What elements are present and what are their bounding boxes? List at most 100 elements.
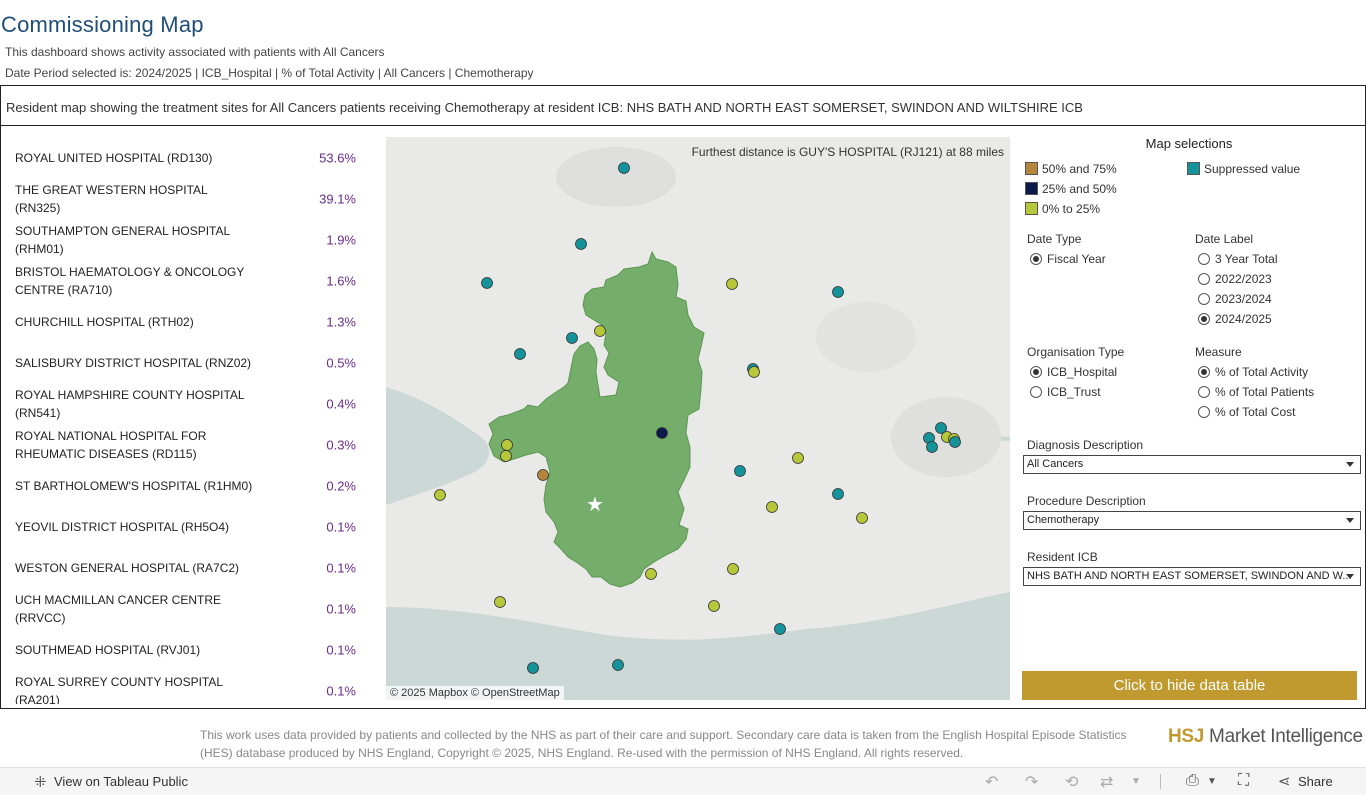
treatment-map[interactable]: ★ Furthest distance is GUY'S HOSPITAL (R… (386, 137, 1010, 700)
hospital-name: ROYAL HAMPSHIRE COUNTY HOSPITAL (RN541) (15, 388, 245, 420)
hospital-marker[interactable] (612, 659, 624, 671)
hospital-marker[interactable] (856, 512, 868, 524)
radio-label: 2023/2024 (1215, 292, 1272, 306)
hospital-value: 53.6% (319, 150, 356, 166)
date-label-option-3-year[interactable]: 3 Year Total (1195, 252, 1278, 268)
furthest-distance-note: Furthest distance is GUY'S HOSPITAL (RJ1… (691, 145, 1004, 159)
table-row[interactable]: UCH MACMILLAN CANCER CENTRE (RRVCC) 0.1% (15, 589, 360, 629)
hospital-marker[interactable] (708, 600, 720, 612)
hospital-marker[interactable] (726, 278, 738, 290)
hospital-marker[interactable] (766, 501, 778, 513)
hospital-marker[interactable] (832, 286, 844, 298)
hospital-value: 0.2% (326, 478, 356, 494)
hospital-marker[interactable] (566, 332, 578, 344)
hospital-marker[interactable] (501, 439, 513, 451)
hospital-marker[interactable] (645, 568, 657, 580)
date-label-option-2022[interactable]: 2022/2023 (1195, 272, 1272, 288)
hospital-marker[interactable] (734, 465, 746, 477)
legend-50-75[interactable]: 50% and 75% (1022, 162, 1117, 178)
radio-selected-icon (1198, 313, 1210, 325)
hospital-marker[interactable] (434, 489, 446, 501)
hospital-marker[interactable] (594, 325, 606, 337)
hospital-marker[interactable] (656, 427, 668, 439)
radio-icon (1198, 386, 1210, 398)
hospital-marker[interactable] (514, 348, 526, 360)
hospital-name: ST BARTHOLOMEW'S HOSPITAL (R1HM0) (15, 479, 253, 493)
hide-data-table-button[interactable]: Click to hide data table (1022, 671, 1357, 700)
view-label: View on Tableau Public (54, 774, 188, 789)
legend-swatch-icon (1025, 162, 1038, 175)
hospital-value: 0.4% (326, 396, 356, 412)
table-row[interactable]: BRISTOL HAEMATOLOGY & ONCOLOGY CENTRE (R… (15, 261, 360, 301)
table-row[interactable]: ROYAL UNITED HOSPITAL (RD130) 53.6% (15, 138, 360, 178)
org-type-option-icb-trust[interactable]: ICB_Trust (1027, 385, 1101, 401)
data-source-note: This work uses data provided by patients… (200, 728, 1127, 760)
hospital-name: SALISBURY DISTRICT HOSPITAL (RNZ02) (15, 356, 252, 370)
table-row[interactable]: WESTON GENERAL HOSPITAL (RA7C2) 0.1% (15, 548, 360, 588)
radio-label: Fiscal Year (1047, 252, 1106, 266)
hospital-marker[interactable] (774, 623, 786, 635)
table-row[interactable]: ROYAL HAMPSHIRE COUNTY HOSPITAL (RN541) 0… (15, 384, 360, 424)
date-label-option-2023[interactable]: 2023/2024 (1195, 292, 1272, 308)
hospital-value: 39.1% (319, 191, 356, 207)
table-row[interactable]: YEOVIL DISTRICT HOSPITAL (RH5O4) 0.1% (15, 507, 360, 547)
legend-suppressed[interactable]: Suppressed value (1184, 162, 1300, 178)
undo-icon[interactable]: ↶ (985, 774, 999, 791)
procedure-select[interactable]: Chemotherapy (1023, 511, 1361, 530)
hospital-marker[interactable] (537, 469, 549, 481)
diagnosis-select[interactable]: All Cancers (1023, 455, 1361, 474)
measure-option-activity[interactable]: % of Total Activity (1195, 365, 1308, 381)
dashboard-frame: Resident map showing the treatment sites… (0, 85, 1366, 709)
hospital-marker[interactable] (727, 563, 739, 575)
hospital-marker[interactable] (481, 277, 493, 289)
resident-icb-select[interactable]: NHS BATH AND NORTH EAST SOMERSET, SWINDO… (1023, 567, 1361, 586)
hospital-name: BRISTOL HAEMATOLOGY & ONCOLOGY CENTRE (R… (15, 265, 245, 297)
legend-25-50[interactable]: 25% and 50% (1022, 182, 1117, 198)
hospital-marker[interactable] (527, 662, 539, 674)
download-chevron-icon[interactable]: ▼ (1207, 776, 1217, 787)
measure-option-cost[interactable]: % of Total Cost (1195, 405, 1295, 421)
download-icon[interactable]: ⎙ (1186, 772, 1199, 789)
hsj-logo: HSJ Market Intelligence (1168, 726, 1363, 748)
table-row[interactable]: SOUTHAMPTON GENERAL HOSPITAL (RHM01) 1.9% (15, 220, 360, 260)
share-button[interactable]: ⋖ Share (1278, 773, 1333, 790)
map-attribution[interactable]: © 2025 Mapbox © OpenStreetMap (386, 686, 564, 700)
table-row[interactable]: CHURCHILL HOSPITAL (RTH02) 1.3% (15, 302, 360, 342)
urban-area (816, 302, 916, 372)
redo-icon[interactable]: ↷ (1025, 774, 1039, 791)
hospital-marker[interactable] (575, 238, 587, 250)
toolbar-divider (1160, 774, 1161, 789)
view-on-tableau-button[interactable]: ⁜ View on Tableau Public (34, 774, 188, 791)
chevron-down-icon[interactable]: ▼ (1131, 776, 1141, 787)
diagnosis-value: All Cancers (1027, 458, 1084, 470)
refresh-icon[interactable]: ⇄ (1100, 774, 1114, 791)
measure-option-patients[interactable]: % of Total Patients (1195, 385, 1314, 401)
hospital-marker[interactable] (935, 422, 947, 434)
radio-label: ICB_Hospital (1047, 365, 1118, 379)
table-row[interactable]: THE GREAT WESTERN HOSPITAL (RN325) 39.1% (15, 179, 360, 219)
hospital-marker[interactable] (748, 366, 760, 378)
table-row[interactable]: SALISBURY DISTRICT HOSPITAL (RNZ02) 0.5% (15, 343, 360, 383)
hospital-name: WESTON GENERAL HOSPITAL (RA7C2) (15, 561, 240, 575)
hospital-marker[interactable] (618, 162, 630, 174)
hospital-marker[interactable] (494, 596, 506, 608)
table-row[interactable]: SOUTHMEAD HOSPITAL (RVJ01) 0.1% (15, 630, 360, 670)
legend-0-25[interactable]: 0% to 25% (1022, 202, 1100, 218)
table-row[interactable]: ROYAL NATIONAL HOSPITAL FOR RHEUMATIC DI… (15, 425, 360, 465)
fullscreen-icon[interactable]: ⛶ (1238, 772, 1250, 789)
brand-rest: Market Intelligence (1204, 726, 1363, 747)
hospital-marker[interactable] (949, 436, 961, 448)
hospital-marker[interactable] (926, 441, 938, 453)
hospital-marker[interactable] (792, 452, 804, 464)
radio-icon (1198, 253, 1210, 265)
legend-label: 25% and 50% (1042, 182, 1117, 196)
map-canvas[interactable]: ★ (386, 137, 1010, 700)
revert-icon[interactable]: ⟲ (1065, 774, 1079, 791)
date-label-option-2024[interactable]: 2024/2025 (1195, 312, 1272, 328)
table-row[interactable]: ROYAL SURREY COUNTY HOSPITAL (RA201) 0.1% (15, 671, 360, 704)
hospital-marker[interactable] (832, 488, 844, 500)
hospital-marker[interactable] (500, 450, 512, 462)
date-type-option-fiscal-year[interactable]: Fiscal Year (1027, 252, 1106, 268)
table-row[interactable]: ST BARTHOLOMEW'S HOSPITAL (R1HM0) 0.2% (15, 466, 360, 506)
org-type-option-icb-hospital[interactable]: ICB_Hospital (1027, 365, 1117, 381)
